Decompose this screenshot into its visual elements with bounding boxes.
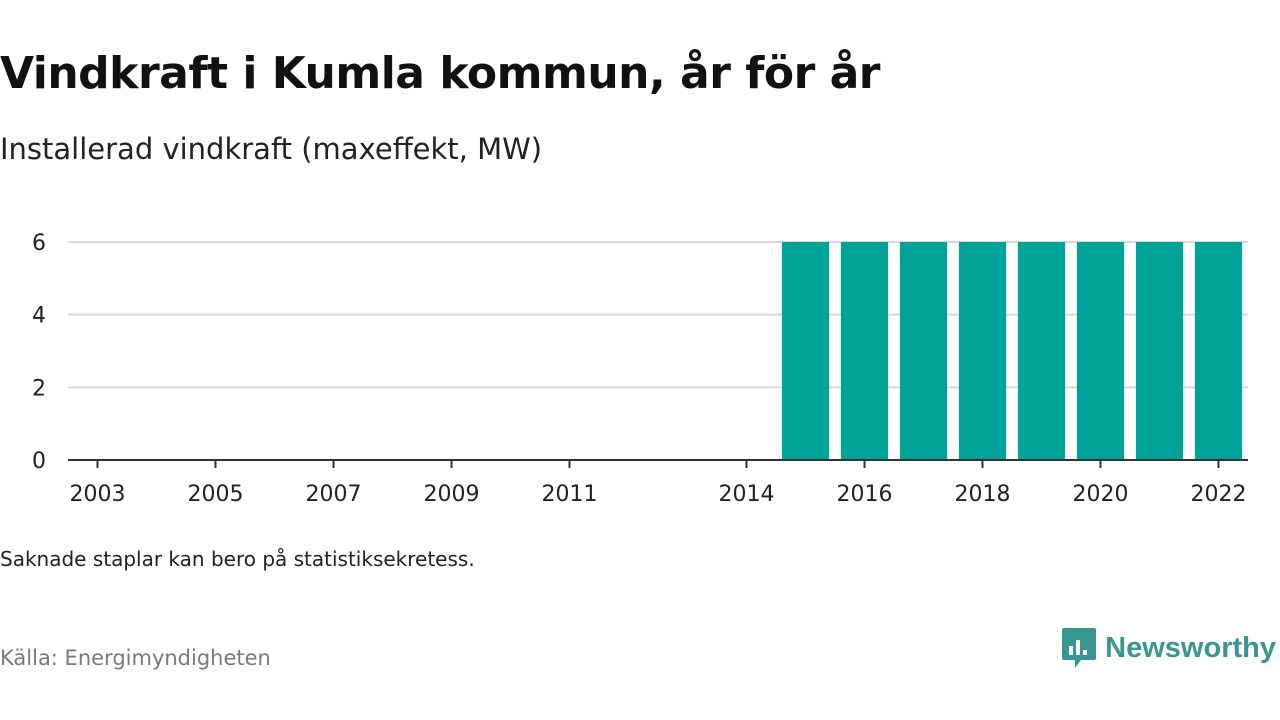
y-tick-labels: 0 2 4 6 [32, 231, 46, 474]
newsworthy-logo-icon [1062, 628, 1097, 668]
gridlines [68, 241, 1248, 389]
bar-2018 [958, 242, 1007, 460]
source-text: Källa: Energimyndigheten [0, 646, 271, 670]
x-tick-label: 2011 [542, 482, 598, 507]
bar-chart: 0 2 4 6 2003 2005 2007 2009 2011 2014 2016 2018 202… [32, 231, 1248, 507]
y-tick-label: 6 [32, 231, 46, 256]
bar-2022 [1194, 242, 1243, 460]
brand-name: Newsworthy [1105, 631, 1276, 664]
x-tick-label: 2022 [1191, 482, 1247, 507]
bar-2019 [1017, 242, 1066, 460]
brand-logo: Newsworthy [1061, 626, 1276, 670]
chart-subtitle: Installerad vindkraft (maxeffekt, MW) [0, 132, 543, 166]
x-tick-label: 2014 [719, 482, 775, 507]
x-tick-label: 2020 [1073, 482, 1129, 507]
x-tick-label: 2007 [306, 482, 362, 507]
bar-2017 [899, 242, 948, 460]
footnote: Saknade staplar kan bero på statistiksek… [0, 547, 475, 571]
bar-2015 [781, 242, 830, 460]
bar-2020 [1076, 242, 1125, 460]
bar-2016 [840, 242, 889, 460]
x-tick-labels: 2003 2005 2007 2009 2011 2014 2016 2018 2020 2022 [70, 482, 1247, 507]
x-axis [68, 459, 1248, 468]
x-tick-label: 2003 [70, 482, 126, 507]
x-tick-label: 2005 [188, 482, 244, 507]
x-tick-label: 2018 [955, 482, 1011, 507]
y-tick-label: 0 [32, 449, 46, 474]
bar-2021 [1135, 242, 1184, 460]
bars [781, 242, 1243, 460]
chart-title: Vindkraft i Kumla kommun, år för år [0, 48, 881, 99]
x-tick-label: 2009 [424, 482, 480, 507]
y-tick-label: 2 [32, 376, 46, 401]
y-tick-label: 4 [32, 304, 46, 329]
x-tick-label: 2016 [837, 482, 893, 507]
